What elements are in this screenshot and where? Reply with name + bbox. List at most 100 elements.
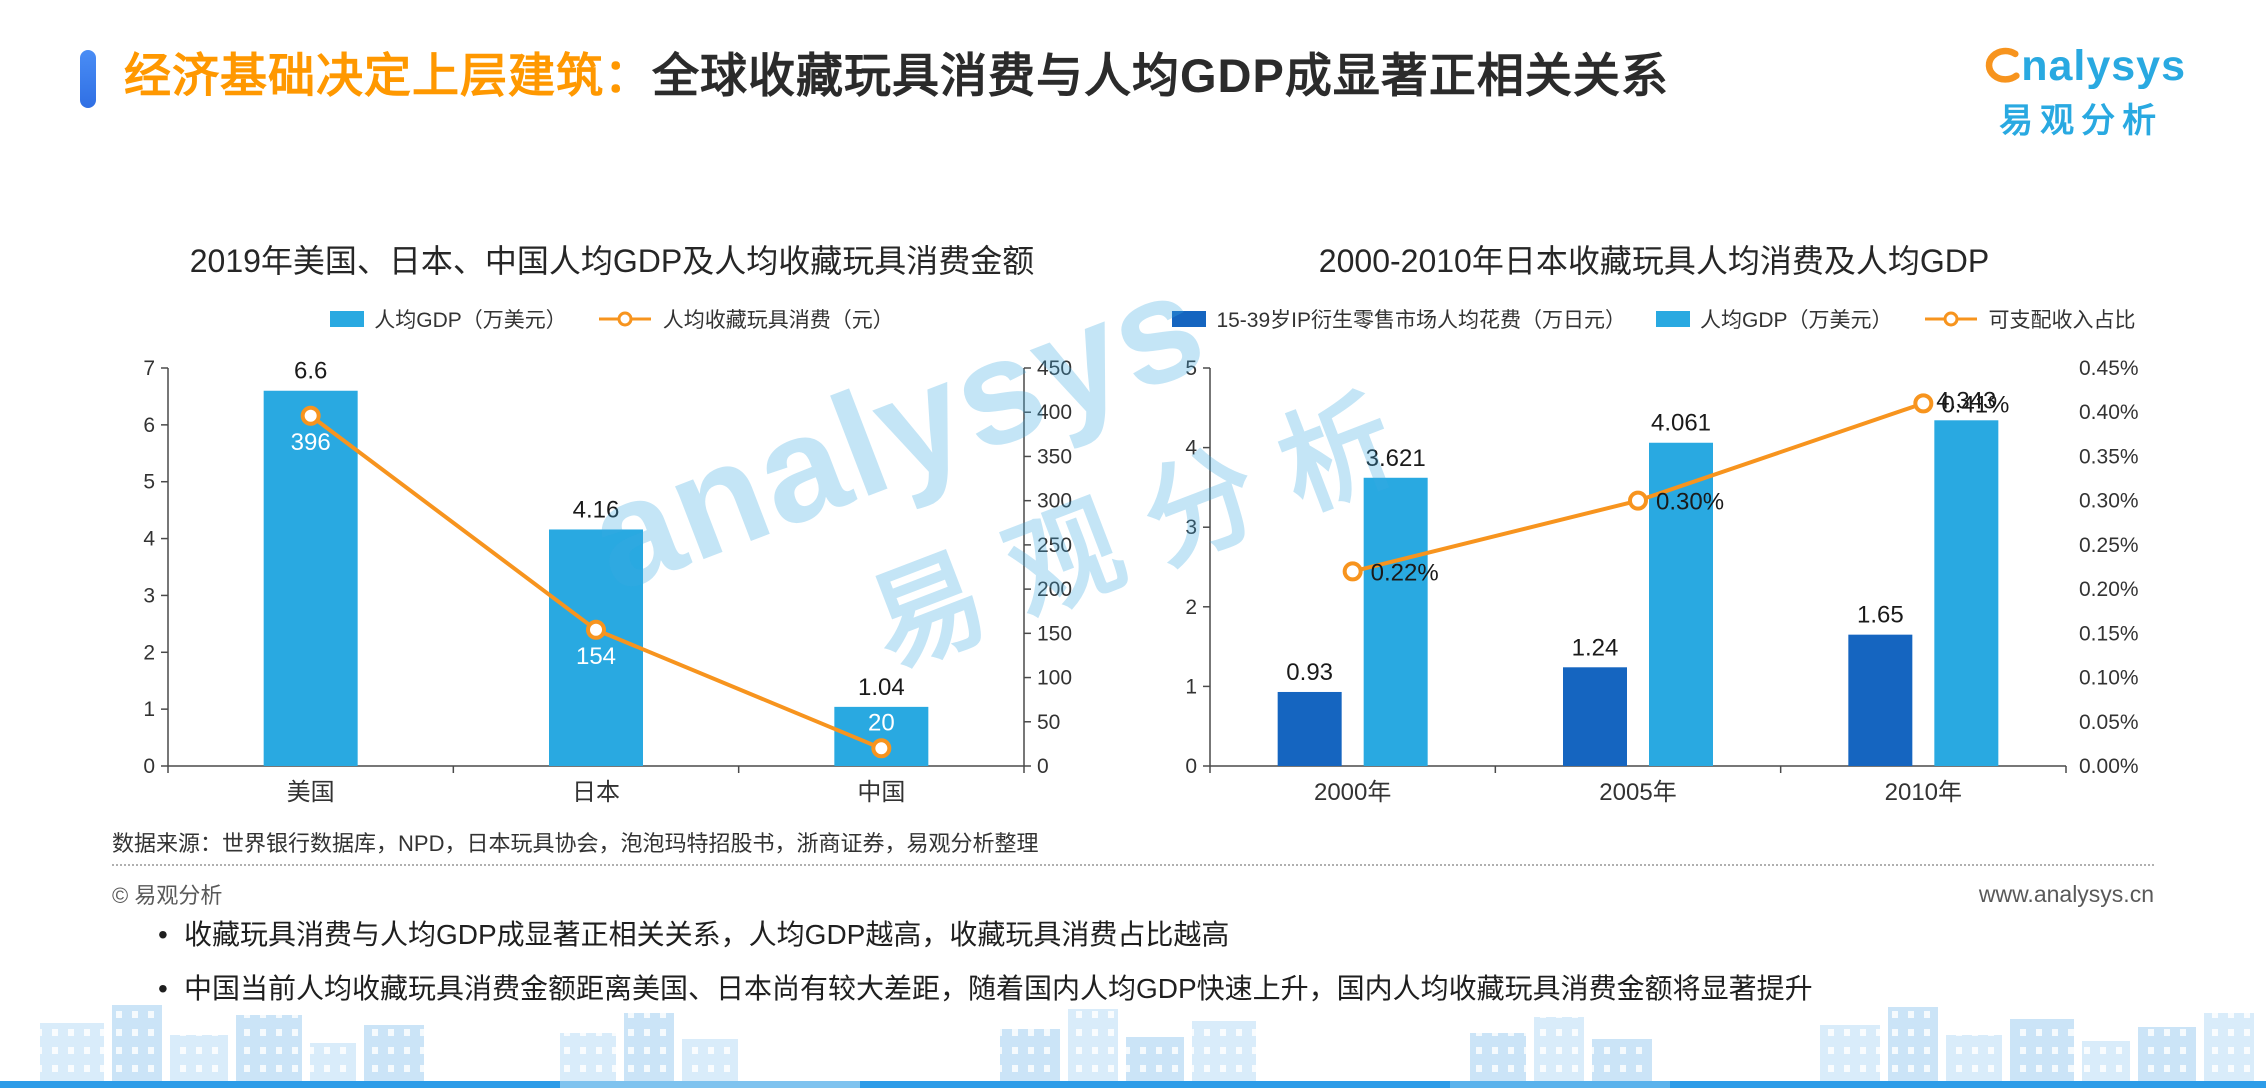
left-axis-tick-label: 5 (143, 471, 155, 494)
copyright-text: © 易观分析 (112, 883, 223, 908)
logo-brand-cn: 易观分析 (1999, 102, 2164, 140)
header: 经济基础决定上层建筑：全球收藏玩具消费与人均GDP成显著正相关关系 nalysy… (80, 42, 2186, 142)
legend-label: 可支配收入占比 (1988, 309, 2136, 332)
right-axis-tick-label: 0.35% (2079, 445, 2139, 468)
right-axis-tick-label: 150 (1037, 622, 1072, 645)
category-label: 2000年 (1314, 779, 1391, 806)
left-axis-tick-label: 0 (1185, 755, 1197, 778)
line-value-label: 0.30% (1656, 489, 1724, 516)
left-axis-tick-label: 7 (143, 357, 155, 380)
city-skyline-decoration (0, 1005, 2266, 1088)
right-axis-tick-label: 0.25% (2079, 534, 2139, 557)
line-value-label: 154 (576, 643, 616, 670)
line-marker (300, 405, 321, 426)
bar-value-label: 3.621 (1366, 445, 1426, 472)
line-marker (1913, 393, 1934, 414)
page-title: 经济基础决定上层建筑：全球收藏玩具消费与人均GDP成显著正相关关系 (124, 42, 1669, 110)
left-axis-tick-label: 2 (143, 641, 155, 664)
chart-plot-area: 0 1 2 3 4 5 6 7 0 50 100 150 200 250 300 350 400 450 美国 日本 中… (112, 342, 1112, 812)
bar-value-label: 4.16 (573, 496, 620, 523)
right-axis-tick-label: 400 (1037, 401, 1072, 424)
right-axis-tick-label: 0.40% (2079, 401, 2139, 424)
legend-label: 人均GDP（万美元） (374, 309, 567, 332)
bar (1363, 477, 1428, 766)
right-axis-tick-label: 0.15% (2079, 622, 2139, 645)
line-series (1352, 401, 1924, 574)
left-axis-tick-label: 3 (143, 584, 155, 607)
right-axis-tick-label: 300 (1037, 490, 1072, 513)
bar-value-label: 4.061 (1651, 410, 1711, 437)
chart-title: 2019年美国、日本、中国人均GDP及人均收藏玩具消费金额 (189, 243, 1035, 279)
line-marker (871, 738, 892, 759)
right-axis-tick-label: 50 (1037, 711, 1060, 734)
legend-label: 人均GDP（万美元） (1700, 309, 1893, 332)
category-label: 2005年 (1599, 779, 1676, 806)
left-axis-tick-label: 1 (143, 698, 155, 721)
dotted-divider (112, 864, 2154, 866)
bar-value-label: 1.65 (1857, 602, 1904, 629)
bar (549, 529, 643, 766)
line-marker (1628, 490, 1648, 511)
title-highlight: 经济基础决定上层建筑： (124, 49, 652, 102)
bar-value-label: 4.343 (1936, 387, 1996, 414)
left-axis-tick-label: 4 (1185, 437, 1197, 460)
line-value-label: 396 (291, 429, 331, 456)
chart-legend: 人均GDP（万美元） 人均收藏玩具消费（元） (112, 306, 1112, 332)
bar (1649, 442, 1713, 766)
legend-bar-swatch (1172, 311, 1207, 327)
title-accent-bar (80, 50, 96, 108)
legend-item: 人均收藏玩具消费（元） (597, 304, 894, 334)
bar (1848, 634, 1913, 766)
category-label: 2010年 (1885, 779, 1962, 806)
title-rest: 全球收藏玩具消费与人均GDP成显著正相关关系 (652, 49, 1669, 102)
legend-label: 15-39岁IP衍生零售市场人均花费（万日元） (1216, 309, 1627, 332)
line-value-label: 20 (868, 709, 895, 736)
left-axis-tick-label: 0 (143, 755, 155, 778)
line-value-label: 0.41% (1941, 391, 2009, 418)
chart-plot-area: 0 1 2 3 4 5 0.00% 0.05% 0.10% 0.15% 0.20% 0.25% 0.30… (1154, 342, 2154, 812)
right-axis-tick-label: 0.20% (2079, 578, 2139, 601)
legend-line-marker (1924, 311, 1977, 327)
left-axis-tick-label: 3 (1185, 516, 1197, 539)
right-axis-tick-label: 250 (1037, 534, 1072, 557)
line-value-label: 0.22% (1371, 559, 1439, 586)
analysys-logo: nalysys 易观分析 (1976, 42, 2186, 142)
line-marker (586, 619, 606, 640)
meta-row: © 易观分析 www.analysys.cn (112, 878, 2154, 910)
right-axis-tick-label: 450 (1037, 357, 1072, 380)
bar-value-label: 1.24 (1572, 634, 1619, 661)
logo-row: nalysys (1976, 42, 2186, 91)
bar (1277, 691, 1342, 766)
legend-label: 人均收藏玩具消费（元） (662, 309, 894, 332)
chart-plot: 0 1 2 3 4 5 0.00% 0.05% 0.10% 0.15% 0.20% 0.25% 0.30… (1185, 357, 2139, 806)
right-axis-tick-label: 350 (1037, 445, 1072, 468)
right-axis-tick-label: 0.10% (2079, 667, 2139, 690)
logo-brand-text: nalysys (2021, 42, 2186, 90)
charts-row: 2019年美国、日本、中国人均GDP及人均收藏玩具消费金额 人均GDP（万美元）… (112, 236, 2154, 812)
bar-value-label: 6.6 (294, 358, 327, 385)
bottom-bar (0, 1081, 2266, 1088)
insight-list: 收藏玩具消费与人均GDP成显著正相关关系，人均GDP越高，收藏玩具消费占比越高 … (150, 916, 2146, 1024)
left-axis-tick-label: 5 (1185, 357, 1197, 380)
website-text: www.analysys.cn (1978, 880, 2154, 907)
left-axis-tick-label: 6 (143, 414, 155, 437)
legend-bar-swatch (330, 311, 365, 327)
category-label: 美国 (287, 779, 335, 806)
legend-item: 可支配收入占比 (1923, 304, 2136, 334)
insight-text: 收藏玩具消费与人均GDP成显著正相关关系，人均GDP越高，收藏玩具消费占比越高 (184, 919, 1230, 950)
right-axis-tick-label: 0.45% (2079, 357, 2139, 380)
insight-text: 中国当前人均收藏玩具消费金额距离美国、日本尚有较大差距，随着国内人均GDP快速上… (184, 972, 1813, 1004)
right-axis-tick-label: 100 (1037, 667, 1072, 690)
insight-item: 中国当前人均收藏玩具消费金额距离美国、日本尚有较大差距，随着国内人均GDP快速上… (150, 970, 2146, 1008)
chart-plot: 0 1 2 3 4 5 6 7 0 50 100 150 200 250 300 350 400 450 美国 日本 中… (143, 357, 1072, 806)
right-axis-tick-label: 200 (1037, 578, 1072, 601)
left-axis-tick-label: 1 (1185, 675, 1197, 698)
legend-item: 人均GDP（万美元） (330, 304, 567, 334)
legend-line-marker (598, 311, 651, 327)
chart-title: 2000-2010年日本收藏玩具人均消费及人均GDP (1318, 243, 1990, 279)
bar (263, 390, 358, 766)
line-marker (1342, 561, 1363, 582)
bar (1934, 420, 1999, 766)
data-source-note: 数据来源：世界银行数据库，NPD，日本玩具协会，泡泡玛特招股书，浙商证券，易观分… (112, 831, 1039, 856)
bar (1563, 667, 1627, 766)
